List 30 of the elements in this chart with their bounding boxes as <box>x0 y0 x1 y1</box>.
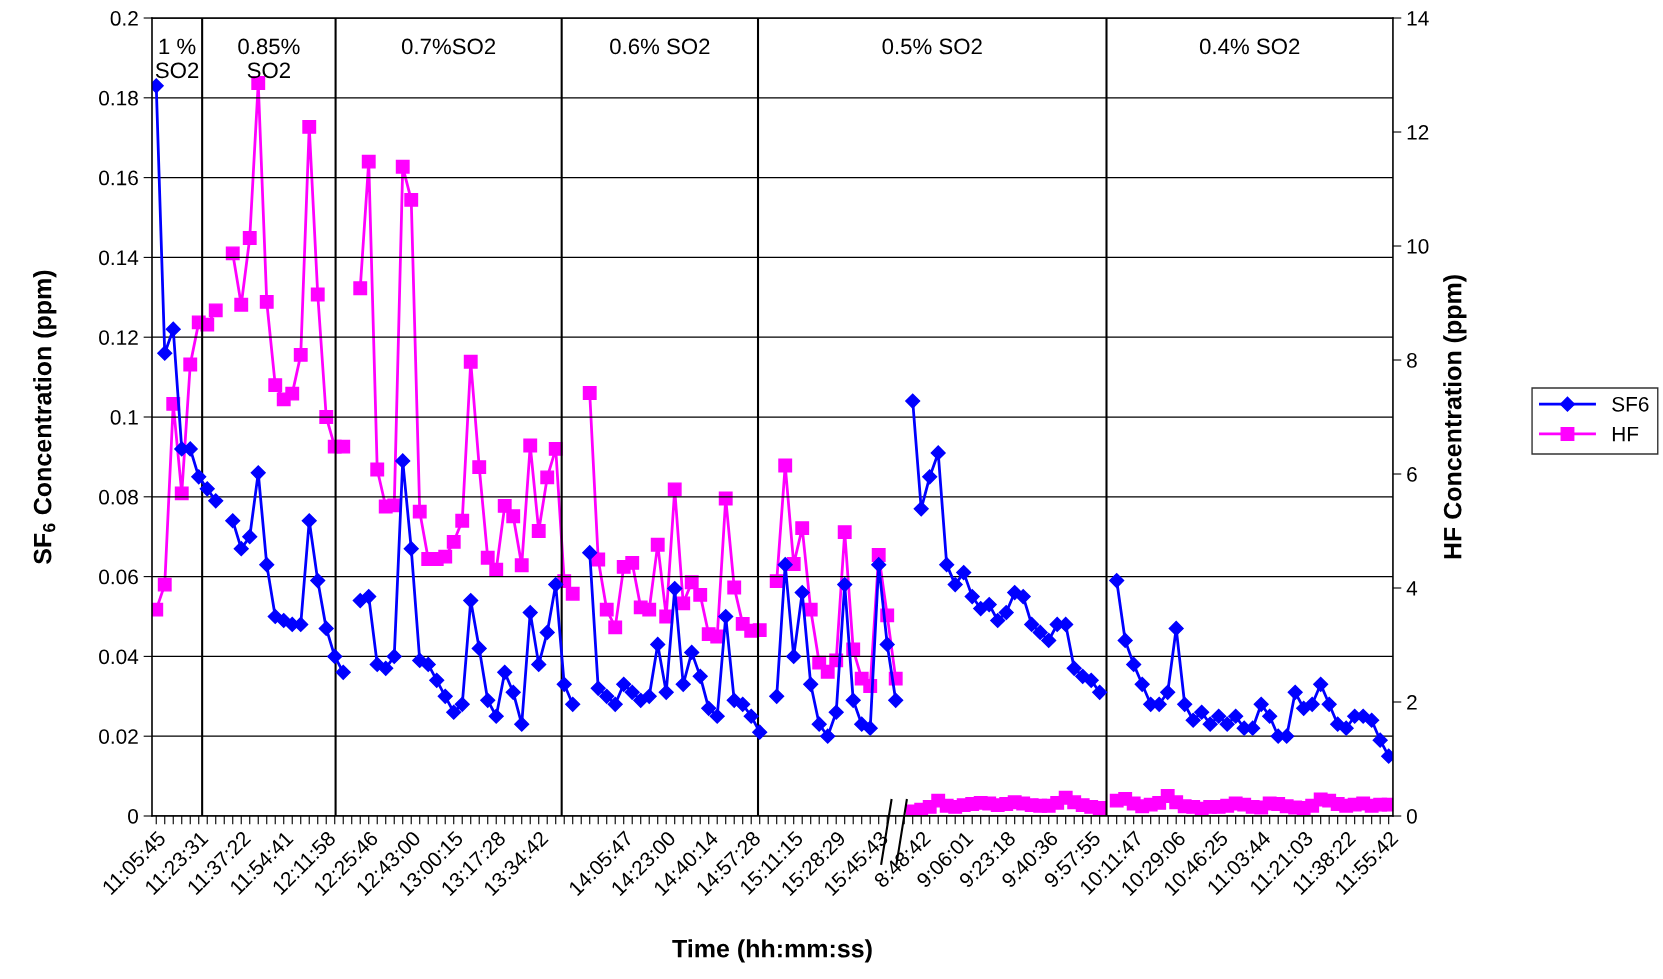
y-tick-label: 0.02 <box>99 729 138 744</box>
y-tick-label: 0.1 <box>110 410 138 425</box>
y2-tick-label: 12 <box>1407 125 1429 140</box>
annotation: 0.7%SO2 <box>401 38 496 55</box>
y2-tick-label: 6 <box>1407 467 1417 482</box>
y2-tick-label: 4 <box>1406 581 1418 596</box>
y-tick-label: 0.14 <box>99 250 139 266</box>
legend-label: SF6 <box>1612 396 1649 412</box>
annotation: 0.5% SO2 <box>882 38 982 55</box>
y-tick-label: 0 <box>128 809 138 824</box>
y-tick-label: 0.08 <box>99 489 138 505</box>
y-tick-label: 0.18 <box>99 90 138 106</box>
annotation: 0.85% SO2 <box>238 38 300 79</box>
annotation: 1 % SO2 <box>155 38 199 79</box>
y-tick-label: 0.2 <box>110 11 138 26</box>
y-tick-label: 0.04 <box>99 649 139 665</box>
y-axis-title: SF$_{6}$ Concentration (ppm) <box>33 270 57 565</box>
y-tick-label: 0.06 <box>99 569 138 585</box>
y-tick-label: 0.16 <box>99 170 138 186</box>
y2-tick-label: 14 <box>1407 11 1429 26</box>
x-axis-title: Time (hh:mm:ss) <box>672 939 872 963</box>
annotation: 0.4% SO2 <box>1199 38 1300 55</box>
y2-tick-label: 8 <box>1407 353 1417 368</box>
legend-label: HF <box>1612 426 1639 442</box>
y2-tick-label: 2 <box>1407 695 1417 710</box>
y-tick-label: 0.12 <box>99 330 138 345</box>
y2-tick-label: 0 <box>1406 809 1417 824</box>
y2-axis-title: HF Concentration (ppm) <box>1443 275 1467 559</box>
y2-tick-label: 10 <box>1407 239 1429 254</box>
annotation: 0.6% SO2 <box>610 38 710 55</box>
